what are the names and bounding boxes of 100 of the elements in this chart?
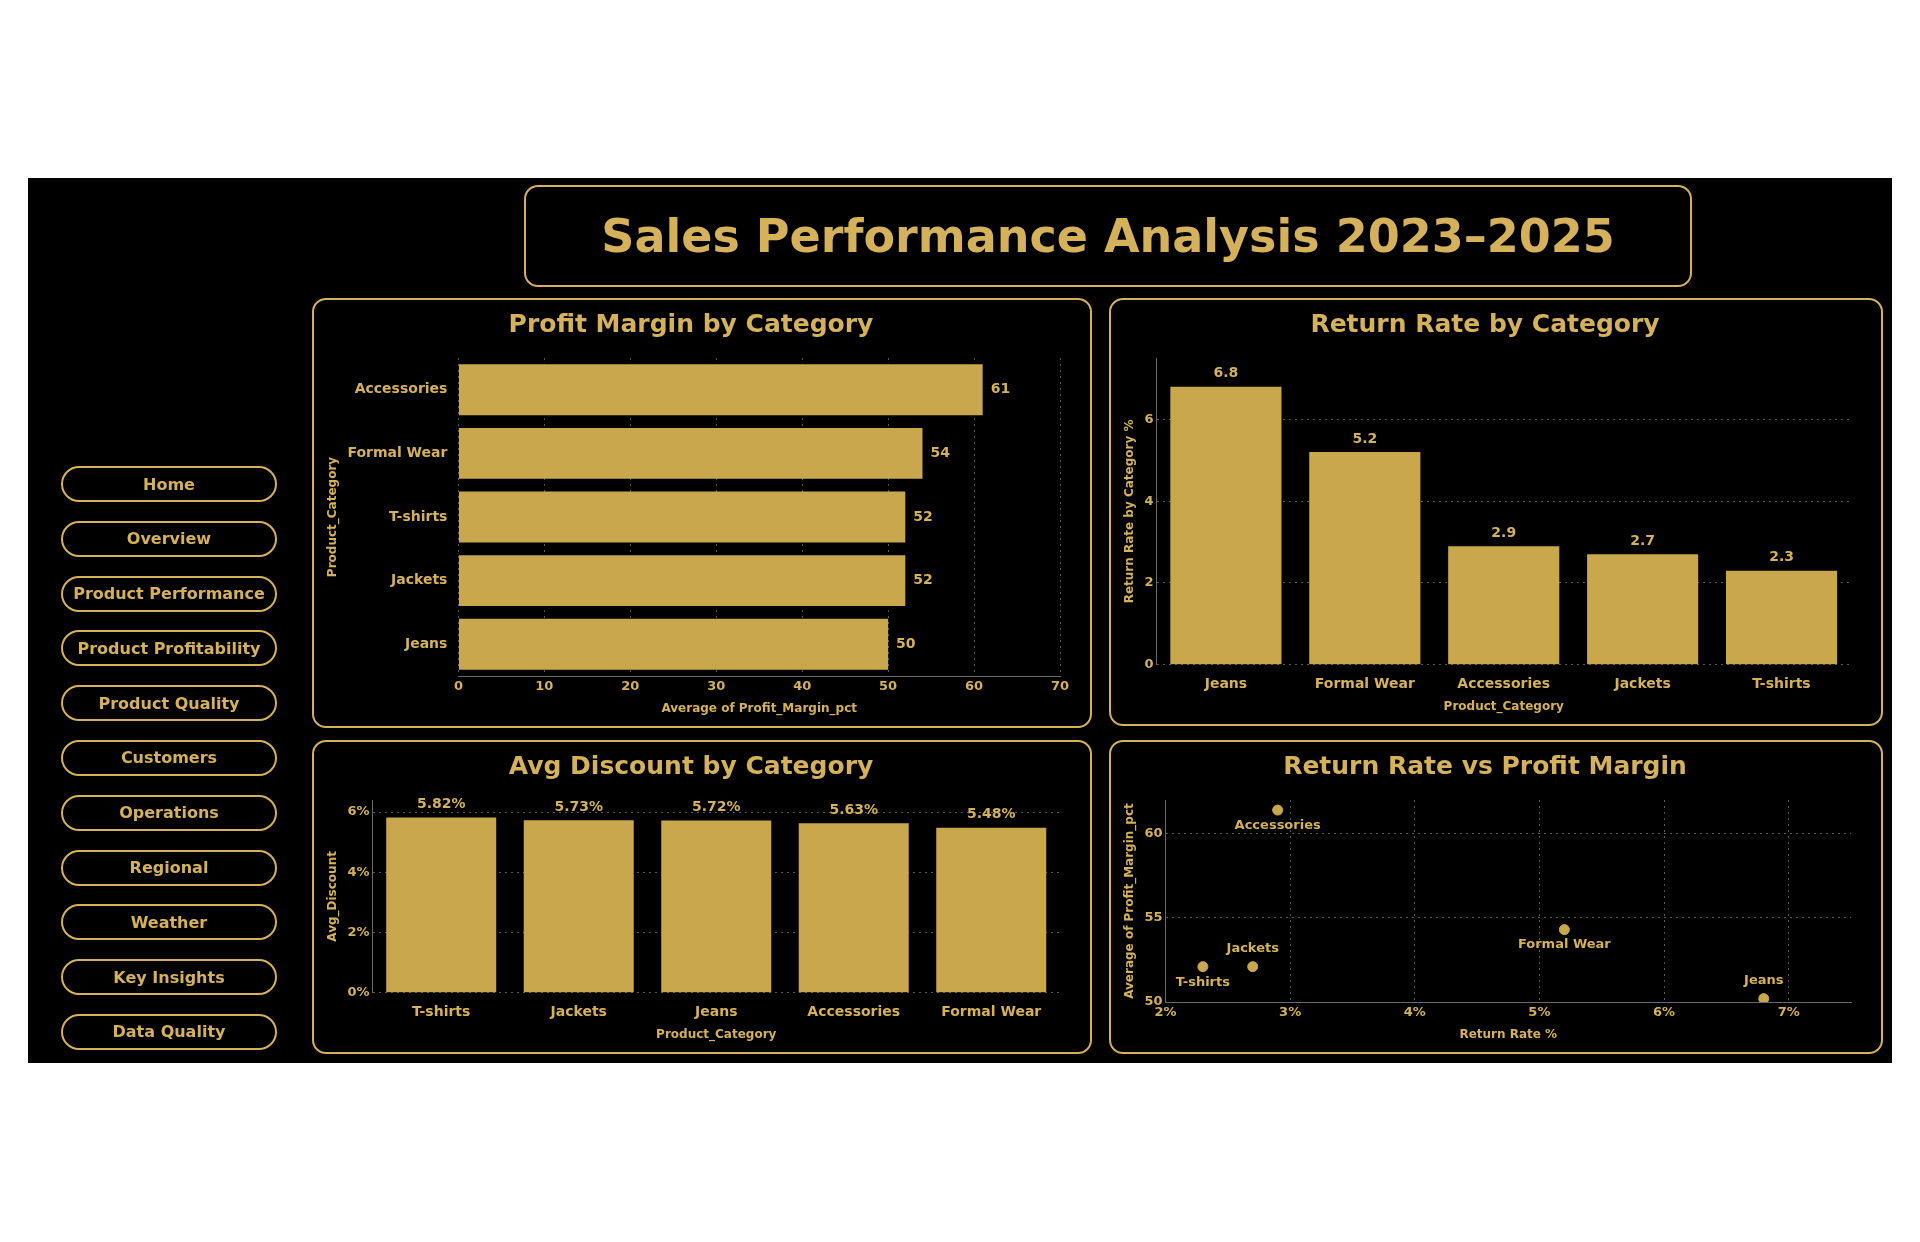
x-tick-label: Jackets: [1613, 674, 1671, 691]
x-tick-label: 30: [707, 678, 726, 694]
bar: [458, 555, 906, 607]
point: [1247, 961, 1259, 973]
bar: [1170, 386, 1282, 665]
x-tick-label: 7%: [1777, 1004, 1800, 1020]
bar: [458, 427, 923, 479]
chart-title: Avg Discount by Category: [508, 750, 874, 780]
x-tick-label: Jeans: [1203, 674, 1248, 691]
bar: [386, 817, 497, 993]
y-tick-label: T-shirts: [389, 507, 448, 524]
y-axis-title: Product_Category: [325, 456, 341, 578]
x-tick-label: 6%: [1653, 1004, 1676, 1020]
bar: [936, 827, 1047, 993]
bar: [523, 820, 634, 993]
y-tick-label: Jackets: [389, 571, 448, 588]
data-label: 50: [896, 634, 916, 651]
point: [1758, 993, 1770, 1002]
data-label: 5.72%: [691, 798, 741, 815]
bar: [1309, 452, 1421, 665]
bar: [1448, 546, 1560, 665]
text: Customers: [61, 739, 277, 776]
bar: [798, 823, 909, 993]
x-tick-label: 5%: [1528, 1004, 1551, 1020]
x-tick-label: 3%: [1279, 1004, 1302, 1020]
annotation: Formal Wear: [1517, 936, 1612, 952]
bar: [458, 618, 889, 670]
x-axis-title: Return Rate %: [1459, 1026, 1558, 1041]
point: [1558, 924, 1570, 936]
annotation: Jackets: [1225, 939, 1280, 955]
annotation: T-shirts: [1175, 973, 1231, 989]
y-tick-label: 6: [1144, 410, 1154, 426]
x-tick-label: 0: [453, 678, 463, 694]
text: Operations: [61, 794, 277, 831]
x-tick-label: 40: [793, 678, 812, 694]
text: Weather: [61, 904, 277, 941]
text: Product Profitability: [61, 630, 277, 667]
text: Sales Performance Analysis 2023–2025: [524, 185, 1692, 287]
y-tick-label: Formal Wear: [347, 444, 448, 461]
y-axis-title: Average of Profit_Margin_pct: [1122, 802, 1138, 999]
x-tick-label: Accessories: [807, 1002, 901, 1019]
x-tick-label: 10: [535, 678, 554, 694]
data-label: 61: [990, 380, 1011, 397]
y-tick-label: 55: [1144, 909, 1163, 925]
x-tick-label: 70: [1050, 678, 1070, 694]
annotation: Accessories: [1234, 816, 1321, 832]
y-tick-label: Jeans: [403, 634, 448, 651]
y-tick-label: Accessories: [354, 380, 448, 397]
chart-title: Return Rate by Category: [1310, 308, 1660, 338]
text: Data Quality: [61, 1013, 277, 1050]
x-tick-label: T-shirts: [1752, 674, 1811, 691]
data-label: 2.9: [1491, 523, 1517, 540]
y-tick-label: 4: [1144, 492, 1154, 508]
text: Product Quality: [61, 685, 277, 722]
data-label: 2.3: [1769, 548, 1794, 565]
text: Regional: [61, 849, 277, 886]
data-label: 5.48%: [966, 805, 1016, 822]
text: Product Performance: [61, 575, 277, 612]
data-label: 5.63%: [829, 800, 879, 817]
x-tick-label: 4%: [1403, 1004, 1426, 1020]
x-tick-label: T-shirts: [412, 1002, 471, 1019]
x-tick-label: Accessories: [1457, 674, 1551, 691]
x-tick-label: 50: [879, 678, 898, 694]
x-tick-label: Formal Wear: [941, 1002, 1042, 1019]
data-label: 2.7: [1630, 531, 1656, 548]
x-tick-label: 60: [965, 678, 984, 694]
y-tick-label: 0%: [347, 984, 370, 1000]
point: [1272, 804, 1284, 816]
data-label: 52: [913, 571, 933, 588]
data-label: 5.2: [1352, 429, 1378, 446]
x-tick-label: Formal Wear: [1314, 674, 1415, 691]
bar: [1725, 570, 1838, 665]
y-tick-label: 4%: [347, 863, 370, 879]
annotation: Jeans: [1743, 971, 1784, 987]
data-label: 6.8: [1213, 364, 1239, 381]
y-tick-label: 2%: [347, 923, 370, 939]
chart-title: Return Rate vs Profit Margin: [1283, 750, 1687, 780]
x-tick-label: Jeans: [694, 1002, 738, 1019]
y-axis-title: Avg_Discount: [325, 850, 341, 942]
text: Key Insights: [61, 959, 277, 996]
y-tick-label: 2: [1144, 574, 1154, 590]
x-tick-label: Jackets: [549, 1002, 607, 1019]
data-label: 5.82%: [416, 795, 466, 812]
y-tick-label: 60: [1144, 825, 1163, 841]
y-axis-title: Return Rate by Category %: [1122, 419, 1137, 604]
x-axis-title: Product_Category: [1443, 698, 1565, 714]
data-label: 54: [930, 444, 951, 461]
bar: [458, 491, 906, 543]
y-tick-label: 0: [1144, 656, 1154, 672]
x-axis-title: Average of Profit_Margin_pct: [661, 700, 858, 716]
data-label: 5.73%: [554, 797, 604, 814]
text: Home: [61, 466, 277, 502]
x-tick-label: 2%: [1154, 1004, 1177, 1020]
data-label: 52: [913, 507, 933, 524]
x-tick-label: 20: [621, 678, 640, 694]
bar: [1587, 554, 1699, 665]
bar: [458, 364, 983, 416]
bar: [661, 820, 772, 993]
chart-title: Profit Margin by Category: [508, 308, 874, 338]
y-tick-label: 6%: [347, 803, 370, 819]
